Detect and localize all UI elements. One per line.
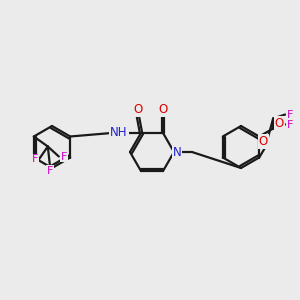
Text: O: O bbox=[134, 103, 142, 116]
Text: O: O bbox=[274, 117, 284, 130]
Text: N: N bbox=[172, 146, 182, 158]
Text: F: F bbox=[32, 154, 38, 164]
Text: F: F bbox=[287, 110, 293, 119]
Text: O: O bbox=[259, 135, 268, 148]
Text: F: F bbox=[287, 119, 293, 130]
Text: NH: NH bbox=[110, 126, 128, 140]
Text: O: O bbox=[158, 103, 168, 116]
Text: F: F bbox=[61, 152, 67, 161]
Text: F: F bbox=[46, 166, 53, 176]
